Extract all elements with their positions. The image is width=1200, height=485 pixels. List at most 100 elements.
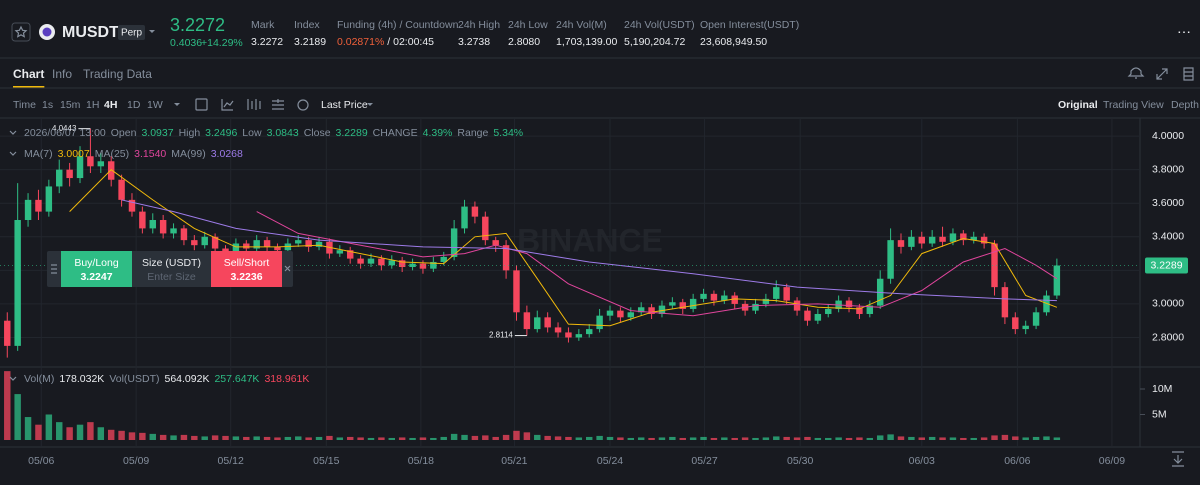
- volume-tick-label: 5M: [1152, 408, 1167, 420]
- tab[interactable]: Info: [52, 67, 72, 81]
- indicator-icon[interactable]: [221, 99, 234, 111]
- candle-body: [357, 258, 364, 264]
- drag-handle[interactable]: [51, 264, 57, 274]
- collapse-icon[interactable]: [9, 130, 17, 135]
- reset-icon[interactable]: [1172, 451, 1184, 467]
- volume-bar: [24, 417, 32, 440]
- layout-icon[interactable]: [1183, 67, 1194, 81]
- candle-body: [388, 260, 395, 266]
- volume-bar: [367, 437, 375, 440]
- view-option[interactable]: Depth: [1171, 99, 1199, 111]
- sell-price[interactable]: 3.2236: [230, 271, 262, 283]
- stat-value: 23,608,949.50: [700, 36, 767, 48]
- interval[interactable]: 1D: [127, 99, 141, 111]
- interval[interactable]: 15m: [60, 99, 81, 111]
- interval-dropdown[interactable]: [174, 103, 180, 106]
- candle-body: [191, 240, 198, 246]
- candle-body: [627, 312, 635, 318]
- volume-bar: [450, 433, 458, 440]
- candle-body: [1001, 287, 1009, 318]
- volume-bar: [1022, 437, 1029, 440]
- last-price-tag: [1145, 257, 1188, 274]
- more-button[interactable]: ⋯: [1177, 24, 1191, 40]
- legend-value: 3.0268: [211, 148, 243, 160]
- volume-bar: [305, 437, 312, 440]
- interval[interactable]: 4H: [104, 99, 117, 111]
- legend-value: 3.1540: [134, 148, 166, 160]
- candle-body: [4, 320, 11, 346]
- candle-body: [56, 169, 63, 187]
- volume-bar: [159, 434, 167, 440]
- volume-bar: [35, 424, 42, 440]
- view-option[interactable]: Trading View: [1103, 99, 1164, 111]
- price-type-dropdown[interactable]: [367, 103, 373, 106]
- volume-bar: [14, 394, 21, 440]
- ma-line: [256, 211, 1058, 317]
- symbol-dropdown[interactable]: [149, 30, 155, 33]
- candle-body: [939, 236, 946, 242]
- interval[interactable]: 1H: [86, 99, 99, 111]
- candle-body: [139, 211, 146, 229]
- price-type[interactable]: Last Price: [321, 99, 368, 111]
- calendar-icon[interactable]: [195, 98, 208, 111]
- volume-bar: [66, 427, 73, 440]
- collapse-icon[interactable]: [9, 376, 17, 381]
- buy-price[interactable]: 3.2247: [80, 271, 112, 283]
- candle-body: [866, 305, 874, 314]
- candle-body: [76, 156, 84, 179]
- favorite-button[interactable]: [11, 22, 31, 42]
- symbol[interactable]: MUSDT: [62, 24, 119, 41]
- candle-body: [804, 310, 811, 321]
- interval[interactable]: 1W: [147, 99, 163, 111]
- volume-bar: [170, 435, 177, 440]
- tool-icon[interactable]: [297, 99, 309, 111]
- volume-bar: [263, 436, 271, 440]
- tab[interactable]: Trading Data: [83, 67, 152, 81]
- candle-body: [825, 308, 832, 314]
- alert-icon[interactable]: [1127, 67, 1145, 79]
- y-tick-label: 3.6000: [1152, 197, 1184, 209]
- size-input[interactable]: Enter Size: [147, 271, 196, 283]
- volume-bar: [253, 436, 260, 440]
- candle-body: [378, 258, 385, 266]
- volume-bar: [388, 437, 395, 440]
- y-tick-label: 4.0000: [1152, 130, 1184, 142]
- volume-bar: [887, 434, 894, 440]
- candle-body: [980, 236, 988, 244]
- y-tick-label: 2.8000: [1152, 331, 1184, 343]
- tab[interactable]: Chart: [13, 67, 44, 81]
- collapse-icon[interactable]: [9, 151, 17, 156]
- buy-label[interactable]: Buy/Long: [74, 257, 119, 269]
- volume-bar: [87, 422, 94, 440]
- x-tick-label: 05/15: [313, 455, 339, 467]
- sell-label[interactable]: Sell/Short: [224, 257, 270, 269]
- volume-bar: [191, 435, 198, 440]
- volume-bar: [492, 436, 499, 440]
- sell-button[interactable]: [211, 251, 282, 287]
- volume-bar: [658, 437, 666, 440]
- volume-bar: [939, 437, 946, 440]
- close-button[interactable]: [284, 265, 291, 272]
- low-label: 2.8114: [489, 331, 513, 340]
- buy-button[interactable]: [61, 251, 132, 287]
- stat-value: 3.2189: [294, 36, 326, 48]
- volume-bar: [502, 434, 510, 440]
- candle-body: [721, 295, 728, 301]
- order-panel: Buy/Long 3.2247 Size (USDT) Enter Size S…: [47, 251, 293, 287]
- stat-value: 1,703,139.00: [556, 36, 617, 48]
- countdown: / 02:00:45: [387, 36, 434, 48]
- volume-bar: [949, 437, 957, 440]
- volume-bar: [606, 436, 614, 440]
- settings-icon[interactable]: [272, 99, 284, 110]
- candle-body: [35, 199, 42, 212]
- tabs: Chart Info Trading Data: [13, 67, 152, 88]
- info-label: CHANGE: [373, 127, 418, 139]
- x-tick-label: 06/06: [1004, 455, 1030, 467]
- volume-bar: [596, 435, 603, 440]
- stat-label: Mark: [251, 19, 275, 31]
- expand-icon[interactable]: [1156, 68, 1168, 80]
- volume-bar: [180, 434, 188, 440]
- chart-type-icon[interactable]: [247, 99, 261, 110]
- view-option[interactable]: Original: [1058, 99, 1098, 111]
- interval[interactable]: 1s: [42, 99, 53, 111]
